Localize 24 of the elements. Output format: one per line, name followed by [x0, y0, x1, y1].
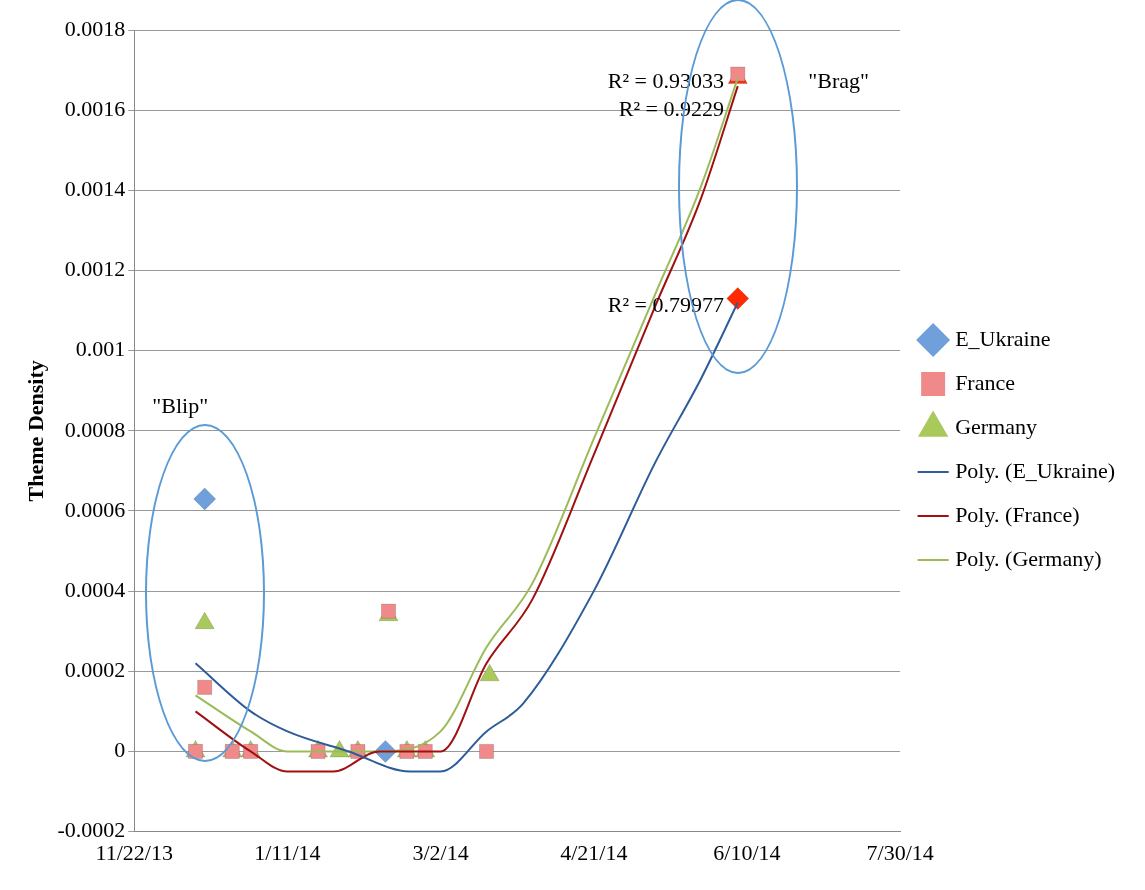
- y-axis-title: Theme Density: [22, 360, 48, 502]
- legend-label: Poly. (E_Ukraine): [955, 457, 1116, 483]
- legend-label: France: [955, 369, 1015, 395]
- y-tick-label: 0.0016: [64, 95, 126, 121]
- x-tick-label: 1/11/14: [254, 839, 321, 865]
- y-tick-label: 0.0012: [64, 256, 126, 282]
- y-tick-label: 0.0004: [64, 576, 126, 602]
- x-tick-label: 4/21/14: [560, 839, 628, 865]
- annotation: "Brag": [808, 67, 869, 93]
- y-tick-label: 0.0002: [64, 657, 126, 683]
- x-tick-label: 7/30/14: [866, 839, 934, 865]
- y-tick-label: 0.0008: [64, 416, 126, 442]
- legend-label: Poly. (Germany): [955, 545, 1102, 571]
- y-tick-label: 0.001: [75, 336, 126, 362]
- x-tick-label: 3/2/14: [412, 839, 469, 865]
- y-tick-label: 0.0014: [64, 176, 126, 202]
- y-tick-label: 0: [114, 737, 126, 763]
- y-tick-label: 0.0018: [64, 15, 126, 41]
- legend-label: E_Ukraine: [955, 325, 1051, 351]
- legend-label: Germany: [955, 413, 1037, 439]
- legend-label: Poly. (France): [955, 501, 1080, 527]
- x-tick-label: 6/10/14: [713, 839, 781, 865]
- annotation: "Blip": [152, 392, 209, 418]
- y-tick-label: 0.0006: [64, 496, 126, 522]
